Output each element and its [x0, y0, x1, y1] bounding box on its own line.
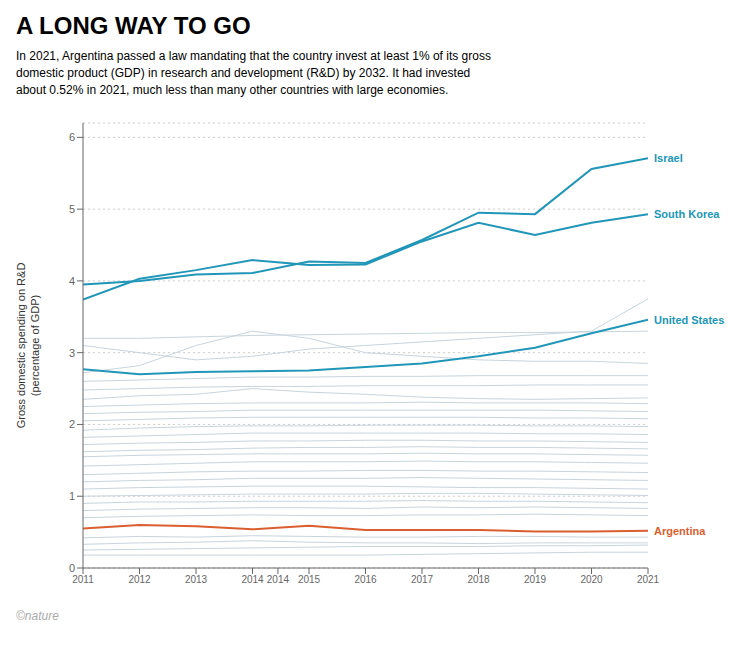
- svg-text:2: 2: [69, 418, 75, 430]
- svg-text:2012: 2012: [128, 574, 151, 585]
- svg-text:2018: 2018: [467, 574, 490, 585]
- svg-text:2011: 2011: [72, 574, 94, 585]
- svg-text:2020: 2020: [580, 574, 603, 585]
- svg-text:1: 1: [69, 490, 75, 502]
- svg-text:2014: 2014: [267, 574, 290, 585]
- svg-text:Gross domestic spending on R&D: Gross domestic spending on R&D(percentag…: [15, 263, 41, 429]
- svg-text:2016: 2016: [354, 574, 377, 585]
- svg-text:6: 6: [69, 131, 75, 143]
- svg-text:Argentina: Argentina: [654, 525, 706, 537]
- html-text:domestic product (GDP) in rese: domestic product (GDP) in research and d…: [16, 66, 471, 80]
- svg-text:2019: 2019: [524, 574, 547, 585]
- html-text:A LONG WAY TO GO: A LONG WAY TO GO: [16, 12, 251, 39]
- html-text:about 0.52% in 2021, much less: about 0.52% in 2021, much less than many…: [16, 83, 449, 97]
- svg-text:Israel: Israel: [654, 152, 683, 164]
- svg-text:United States: United States: [654, 314, 724, 326]
- svg-text:South Korea: South Korea: [654, 208, 720, 220]
- svg-text:3: 3: [69, 347, 75, 359]
- svg-text:2017: 2017: [411, 574, 434, 585]
- html-text:In 2021, Argentina passed a la: In 2021, Argentina passed a law mandatin…: [16, 49, 491, 63]
- svg-text:2021: 2021: [637, 574, 660, 585]
- svg-text:5: 5: [69, 203, 75, 215]
- svg-text:0: 0: [69, 562, 75, 574]
- svg-text:2014: 2014: [241, 574, 264, 585]
- svg-text:4: 4: [69, 275, 75, 287]
- svg-text:2013: 2013: [185, 574, 208, 585]
- svg-text:2015: 2015: [298, 574, 321, 585]
- html-text:©nature: ©nature: [16, 609, 59, 623]
